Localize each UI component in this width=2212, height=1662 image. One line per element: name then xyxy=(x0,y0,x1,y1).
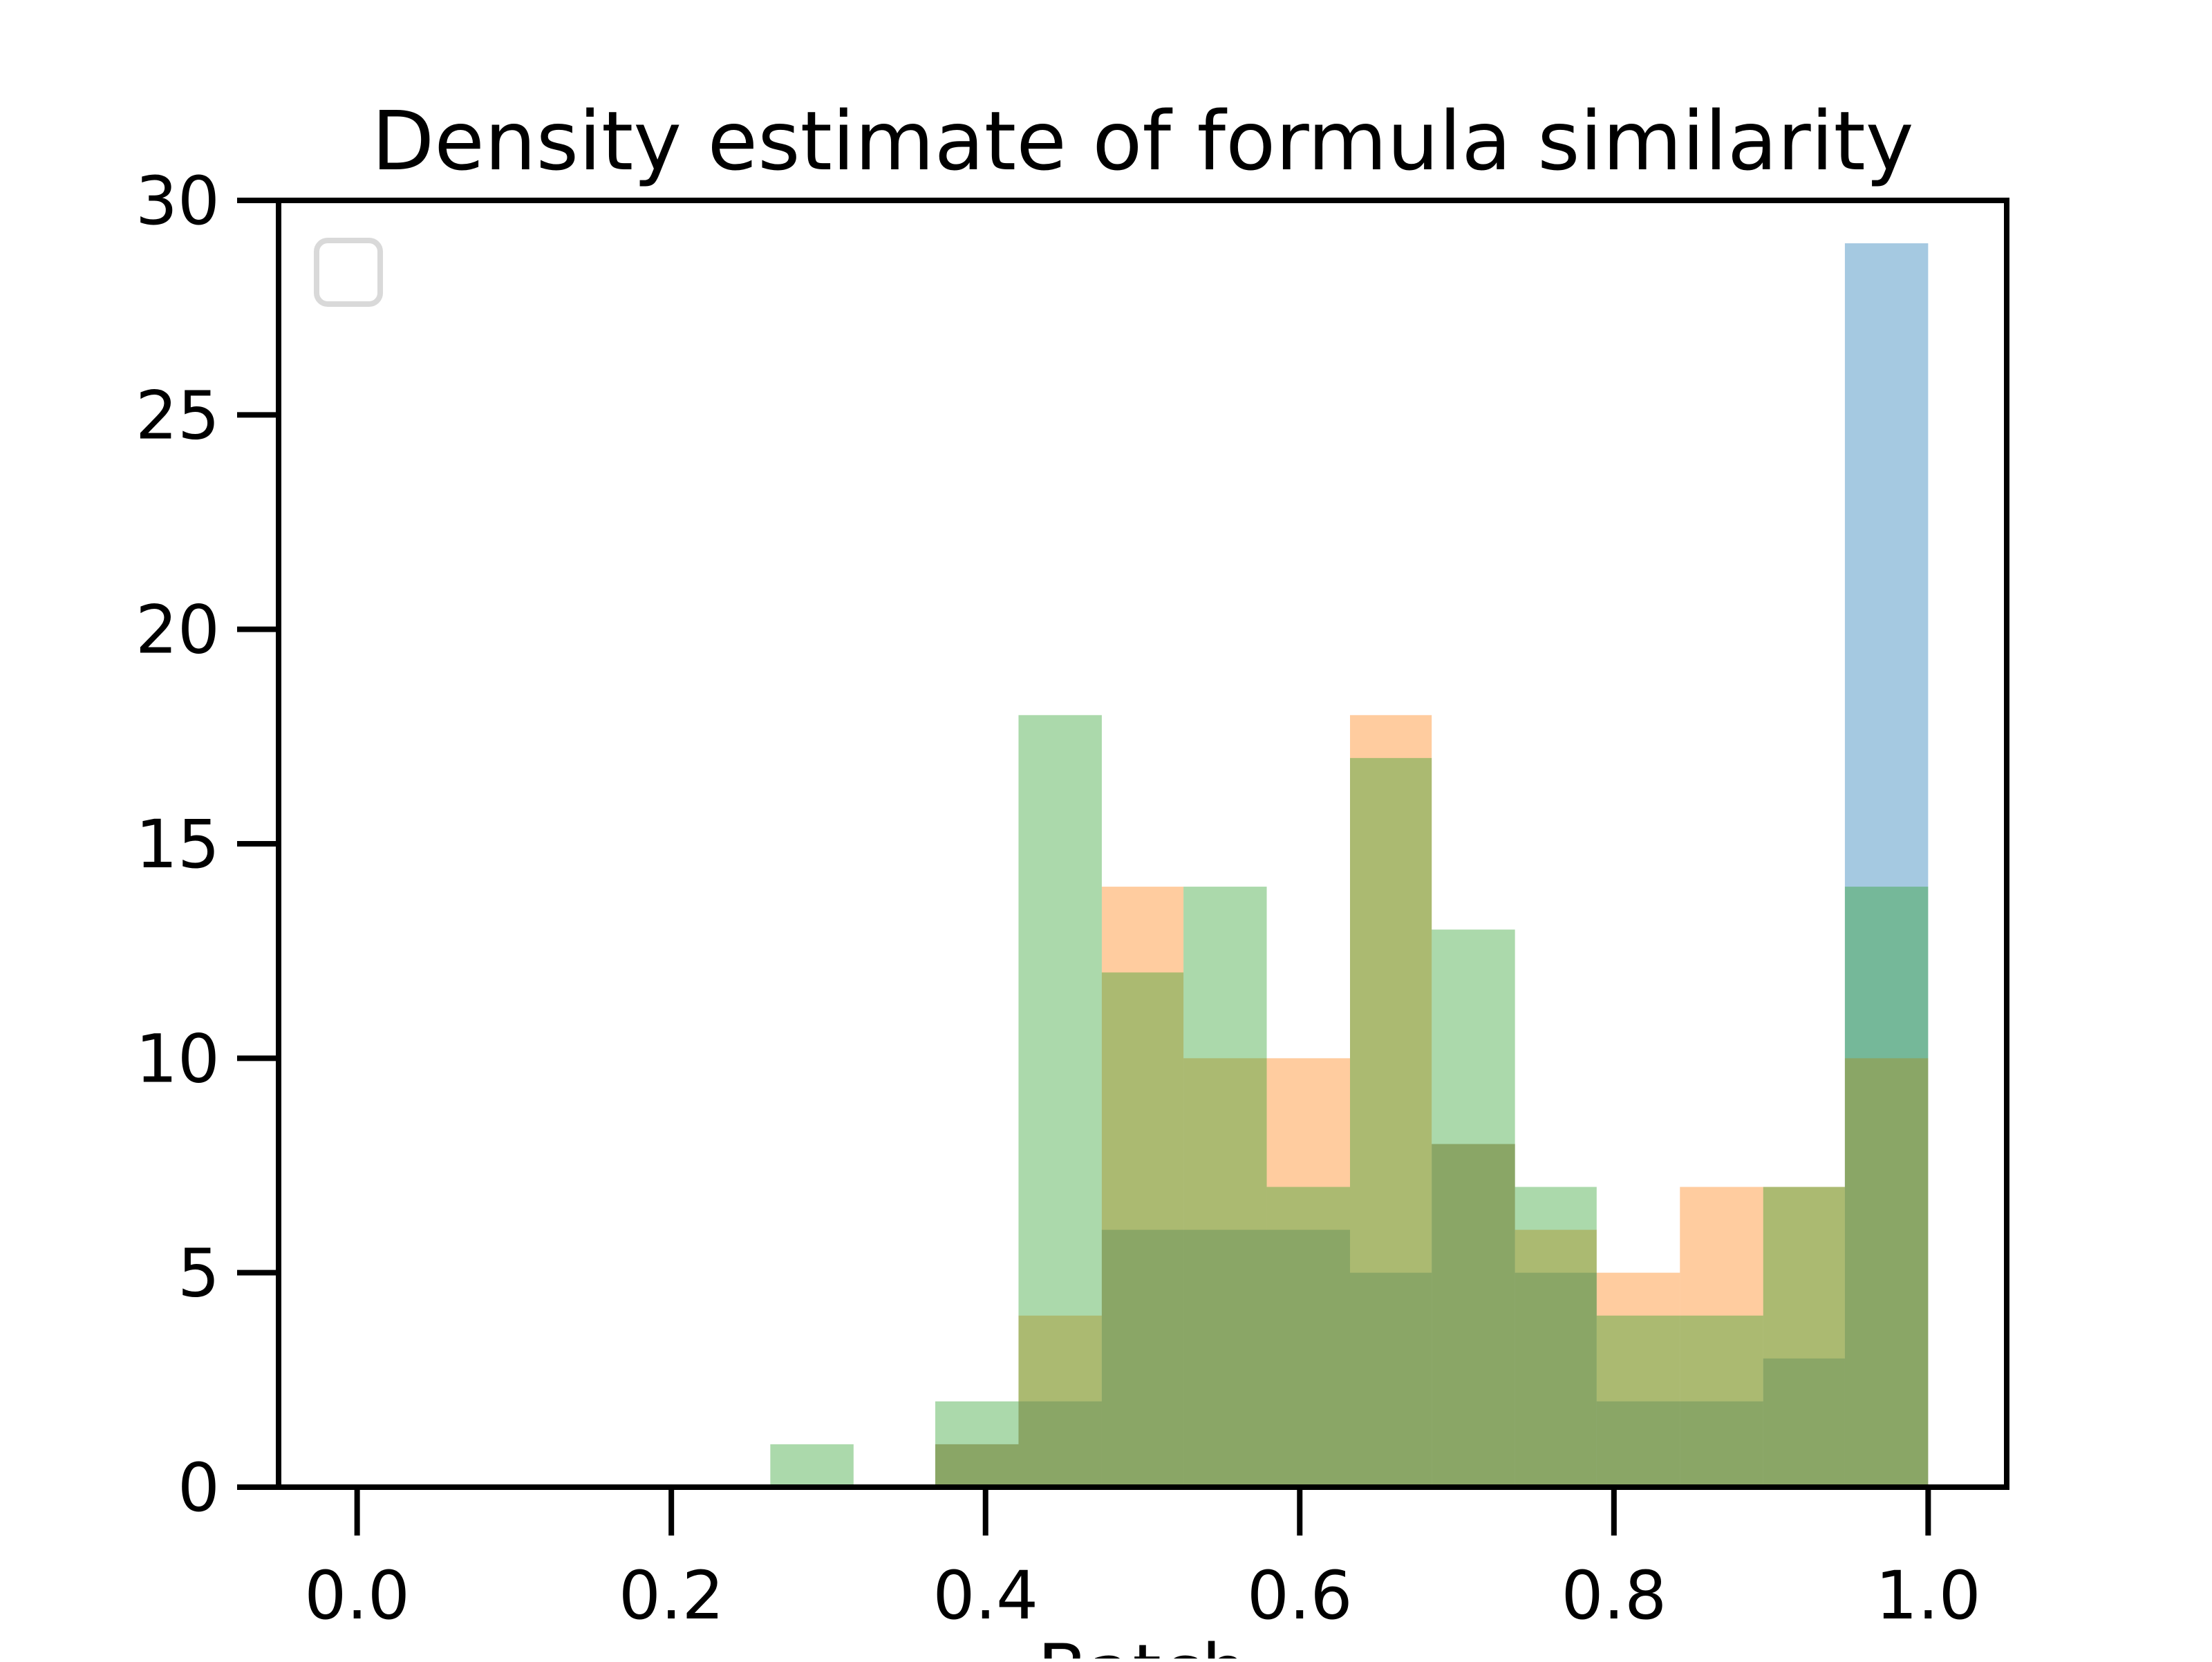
histogram-bar xyxy=(1266,1058,1350,1487)
x-tick-label: 1.0 xyxy=(1875,1557,1981,1634)
legend-box xyxy=(314,238,383,307)
histogram-bar xyxy=(1763,1187,1845,1487)
histogram-bar xyxy=(1266,1229,1350,1487)
x-tick-label: 0.4 xyxy=(932,1557,1038,1634)
x-tick-label: 0.2 xyxy=(619,1557,724,1634)
histogram-bar xyxy=(935,1401,1019,1487)
bars-layer xyxy=(770,243,1929,1488)
histogram-bar xyxy=(1515,1272,1597,1487)
histogram-bar xyxy=(1018,715,1102,1487)
histogram-bar xyxy=(1350,1272,1432,1487)
histogram-bar xyxy=(1596,1315,1680,1487)
y-tick-label: 30 xyxy=(135,162,220,240)
histogram-bar xyxy=(1680,1315,1763,1487)
x-tick-label: 0.6 xyxy=(1247,1557,1353,1634)
histogram-bar xyxy=(770,1444,854,1487)
histogram-bar xyxy=(1101,972,1184,1487)
chart-title: Density estimate of formula similarity xyxy=(371,93,1913,189)
histogram-bar xyxy=(1515,1229,1597,1487)
histogram-bar xyxy=(935,1444,1019,1487)
histogram-bar xyxy=(1763,1358,1845,1487)
histogram-bar xyxy=(1515,1187,1597,1487)
x-axis: 0.0 0.2 0.4 0.6 0.8 1.0 xyxy=(304,1487,1981,1634)
histogram-bar xyxy=(1101,887,1184,1487)
histogram-bar xyxy=(1844,887,1929,1487)
histogram-bar xyxy=(1432,929,1515,1487)
y-tick-label: 15 xyxy=(135,806,220,883)
histogram-bar xyxy=(1432,1144,1515,1487)
histogram-bar xyxy=(1596,1272,1680,1487)
y-tick-label: 10 xyxy=(135,1020,220,1097)
histogram-bar xyxy=(1266,1187,1350,1487)
histogram-bar xyxy=(1596,1401,1680,1487)
histogram-bar xyxy=(1183,1229,1267,1487)
histogram-bar xyxy=(1350,757,1432,1487)
histogram-bar xyxy=(935,1444,1019,1487)
y-tick-label: 0 xyxy=(178,1449,220,1527)
histogram-bar xyxy=(1018,1401,1102,1487)
histogram-bar xyxy=(1350,715,1432,1487)
y-tick-label: 20 xyxy=(135,592,220,669)
histogram-bar xyxy=(1101,1229,1184,1487)
x-axis-label: Batch xyxy=(1038,1629,1248,1659)
x-tick-label: 0.0 xyxy=(304,1557,410,1634)
histogram-bar xyxy=(1432,1144,1515,1487)
histogram-bar xyxy=(1183,1058,1267,1487)
x-tick-label: 0.8 xyxy=(1561,1557,1667,1634)
y-tick-label: 5 xyxy=(178,1235,220,1312)
histogram-bar xyxy=(1018,1315,1102,1487)
histogram-bar xyxy=(1680,1401,1763,1487)
histogram-bar xyxy=(1763,1187,1845,1487)
histogram-bar xyxy=(1844,243,1929,1488)
histogram-bar xyxy=(1844,1058,1929,1487)
y-tick-label: 25 xyxy=(135,377,220,454)
histogram-bar xyxy=(1183,887,1267,1487)
y-axis: 0 5 10 15 20 25 30 xyxy=(135,162,279,1527)
histogram-bar xyxy=(1680,1187,1763,1487)
